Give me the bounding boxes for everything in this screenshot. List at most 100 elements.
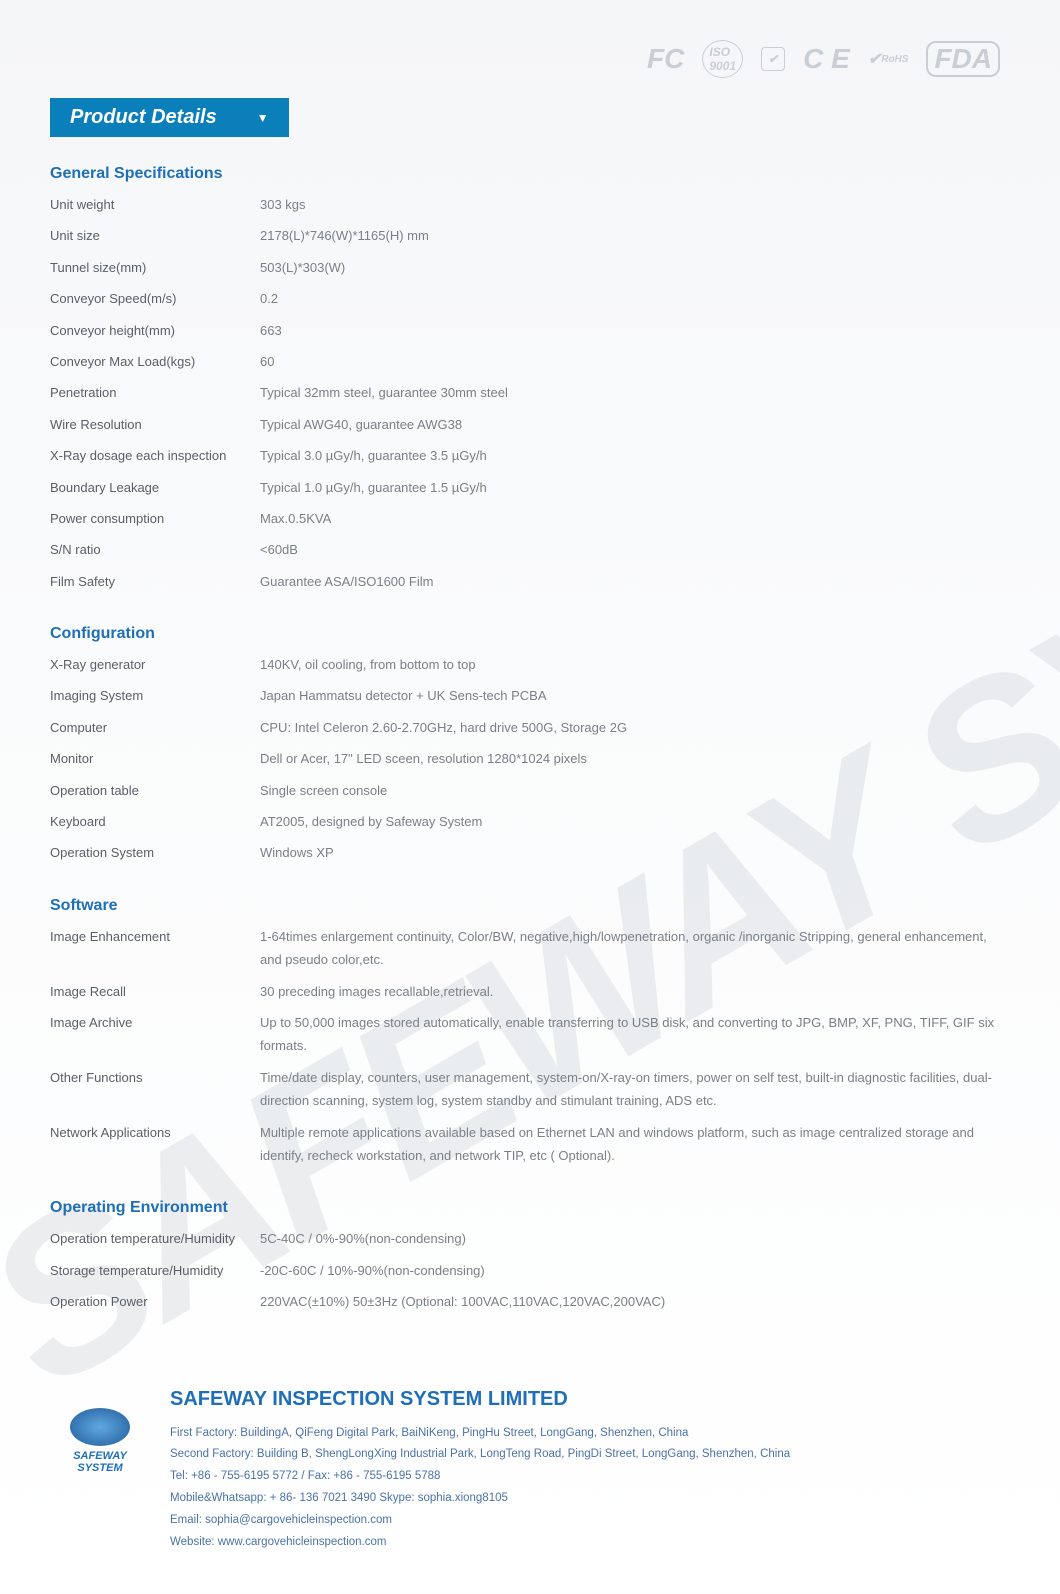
- spec-value: Japan Hammatsu detector + UK Sens-tech P…: [260, 684, 1010, 707]
- spec-row: Film SafetyGuarantee ASA/ISO1600 Film: [50, 566, 1010, 597]
- spec-row: Conveyor height(mm)663: [50, 315, 1010, 346]
- spec-row: Operation tableSingle screen console: [50, 775, 1010, 806]
- spec-row: KeyboardAT2005, designed by Safeway Syst…: [50, 806, 1010, 837]
- spec-label: X-Ray dosage each inspection: [50, 444, 260, 467]
- spec-row: Image Enhancement1-64times enlargement c…: [50, 921, 1010, 976]
- spec-row: X-Ray dosage each inspectionTypical 3.0 …: [50, 440, 1010, 471]
- spec-row: Power consumptionMax.0.5KVA: [50, 503, 1010, 534]
- spec-value: Typical 3.0 µGy/h, guarantee 3.5 µGy/h: [260, 444, 1010, 467]
- footer-line: Email: sophia@cargovehicleinspection.com: [170, 1510, 1010, 1532]
- spec-row: Operation temperature/Humidity5C-40C / 0…: [50, 1223, 1010, 1254]
- spec-value: Multiple remote applications available b…: [260, 1121, 1010, 1168]
- spec-value: Typical AWG40, guarantee AWG38: [260, 413, 1010, 436]
- spec-label: Conveyor Speed(m/s): [50, 287, 260, 310]
- spec-label: Imaging System: [50, 684, 260, 707]
- spec-value: Windows XP: [260, 841, 1010, 864]
- spec-label: S/N ratio: [50, 538, 260, 561]
- spec-label: Tunnel size(mm): [50, 256, 260, 279]
- spec-value: -20C-60C / 10%-90%(non-condensing): [260, 1259, 1010, 1282]
- spec-label: Operation table: [50, 779, 260, 802]
- spec-row: Other FunctionsTime/date display, counte…: [50, 1062, 1010, 1117]
- spec-label: Conveyor Max Load(kgs): [50, 350, 260, 373]
- spec-label: Operation System: [50, 841, 260, 864]
- spec-value: 220VAC(±10%) 50±3Hz (Optional: 100VAC,11…: [260, 1290, 1010, 1313]
- spec-value: 0.2: [260, 287, 1010, 310]
- spec-label: Monitor: [50, 747, 260, 770]
- spec-value: 503(L)*303(W): [260, 256, 1010, 279]
- spec-label: Keyboard: [50, 810, 260, 833]
- spec-value: Typical 1.0 µGy/h, guarantee 1.5 µGy/h: [260, 476, 1010, 499]
- spec-row: Boundary LeakageTypical 1.0 µGy/h, guara…: [50, 472, 1010, 503]
- spec-row: Image ArchiveUp to 50,000 images stored …: [50, 1007, 1010, 1062]
- spec-value: 663: [260, 319, 1010, 342]
- spec-value: 1-64times enlargement continuity, Color/…: [260, 925, 1010, 972]
- spec-value: <60dB: [260, 538, 1010, 561]
- spec-row: Tunnel size(mm)503(L)*303(W): [50, 252, 1010, 283]
- spec-row: Image Recall30 preceding images recallab…: [50, 976, 1010, 1007]
- spec-label: Unit size: [50, 224, 260, 247]
- spec-row: PenetrationTypical 32mm steel, guarantee…: [50, 377, 1010, 408]
- footer-line: Mobile&Whatsapp: + 86- 136 7021 3490 Sky…: [170, 1488, 1010, 1510]
- spec-value: 303 kgs: [260, 193, 1010, 216]
- footer-line: First Factory: BuildingA, QiFeng Digital…: [170, 1423, 1010, 1445]
- spec-row: ComputerCPU: Intel Celeron 2.60-2.70GHz,…: [50, 712, 1010, 743]
- spec-label: Image Recall: [50, 980, 260, 1003]
- cert-fc: FC: [647, 43, 684, 75]
- spec-row: X-Ray generator140KV, oil cooling, from …: [50, 649, 1010, 680]
- spec-label: Image Enhancement: [50, 925, 260, 972]
- spec-value: 30 preceding images recallable,retrieval…: [260, 980, 1010, 1003]
- spec-value: AT2005, designed by Safeway System: [260, 810, 1010, 833]
- footer-line: Second Factory: Building B, ShengLongXin…: [170, 1444, 1010, 1466]
- spec-row: Operation SystemWindows XP: [50, 837, 1010, 868]
- spec-label: Other Functions: [50, 1066, 260, 1113]
- spec-label: Network Applications: [50, 1121, 260, 1168]
- spec-value: Time/date display, counters, user manage…: [260, 1066, 1010, 1113]
- spec-row: Conveyor Max Load(kgs)60: [50, 346, 1010, 377]
- spec-value: CPU: Intel Celeron 2.60-2.70GHz, hard dr…: [260, 716, 1010, 739]
- spec-label: Computer: [50, 716, 260, 739]
- spec-label: Operation temperature/Humidity: [50, 1227, 260, 1250]
- spec-label: Film Safety: [50, 570, 260, 593]
- cert-ce: C E: [803, 43, 850, 75]
- footer-logo: SAFEWAY SYSTEM: [50, 1408, 150, 1474]
- brand-text: SAFEWAY SYSTEM: [50, 1450, 150, 1474]
- spec-label: Unit weight: [50, 193, 260, 216]
- spec-label: Power consumption: [50, 507, 260, 530]
- certification-row: FC ISO9001 ✔ C E ✔RoHS FDA: [0, 0, 1060, 98]
- spec-label: Operation Power: [50, 1290, 260, 1313]
- spec-label: X-Ray generator: [50, 653, 260, 676]
- spec-value: 60: [260, 350, 1010, 373]
- spec-value: Typical 32mm steel, guarantee 30mm steel: [260, 381, 1010, 404]
- spec-label: Wire Resolution: [50, 413, 260, 436]
- section-title: Operating Environment: [50, 1199, 1010, 1217]
- footer-line: Tel: +86 - 755-6195 5772 / Fax: +86 - 75…: [170, 1466, 1010, 1488]
- section-title: Software: [50, 897, 1010, 915]
- cert-badge: ✔: [761, 47, 785, 71]
- cert-rohs: ✔RoHS: [868, 49, 909, 69]
- spec-row: Unit size2178(L)*746(W)*1165(H) mm: [50, 220, 1010, 251]
- spec-row: Network ApplicationsMultiple remote appl…: [50, 1117, 1010, 1172]
- spec-value: 5C-40C / 0%-90%(non-condensing): [260, 1227, 1010, 1250]
- spec-label: Image Archive: [50, 1011, 260, 1058]
- company-name: SAFEWAY INSPECTION SYSTEM LIMITED: [170, 1388, 1010, 1411]
- spec-label: Penetration: [50, 381, 260, 404]
- spec-value: Single screen console: [260, 779, 1010, 802]
- spec-label: Conveyor height(mm): [50, 319, 260, 342]
- spec-row: Imaging SystemJapan Hammatsu detector + …: [50, 680, 1010, 711]
- section-title: Configuration: [50, 625, 1010, 643]
- spec-row: Unit weight303 kgs: [50, 189, 1010, 220]
- footer: SAFEWAY SYSTEM SAFEWAY INSPECTION SYSTEM…: [0, 1358, 1060, 1594]
- spec-value: Up to 50,000 images stored automatically…: [260, 1011, 1010, 1058]
- globe-icon: [70, 1408, 130, 1446]
- spec-value: Max.0.5KVA: [260, 507, 1010, 530]
- content-area: Product Details ▼ General Specifications…: [0, 98, 1060, 1358]
- spec-label: Storage temperature/Humidity: [50, 1259, 260, 1282]
- spec-row: S/N ratio<60dB: [50, 534, 1010, 565]
- cert-fda: FDA: [926, 41, 1000, 77]
- spec-label: Boundary Leakage: [50, 476, 260, 499]
- spec-row: MonitorDell or Acer, 17" LED sceen, reso…: [50, 743, 1010, 774]
- page-title: Product Details: [70, 106, 217, 129]
- title-tab: Product Details ▼: [50, 98, 289, 137]
- cert-iso: ISO9001: [702, 40, 743, 78]
- spec-row: Conveyor Speed(m/s)0.2: [50, 283, 1010, 314]
